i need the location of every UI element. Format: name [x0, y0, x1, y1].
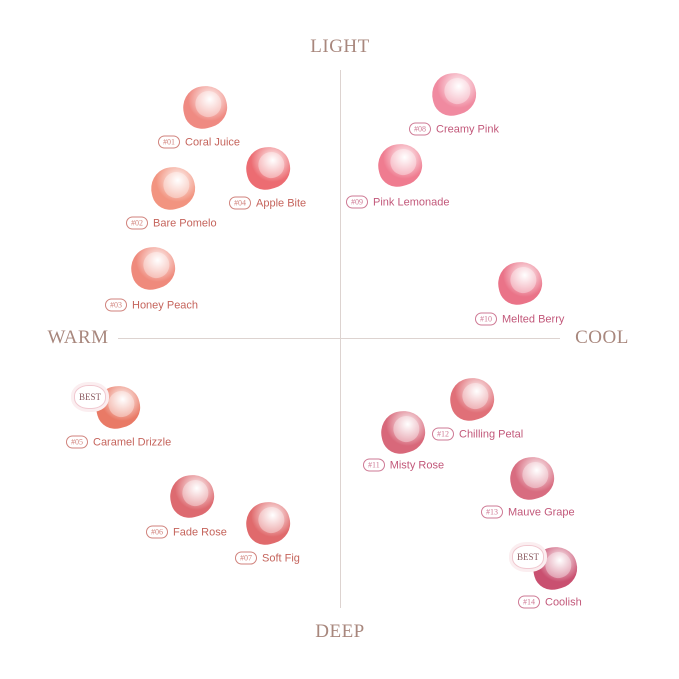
axis-label-cool: COOL — [575, 327, 629, 348]
swatch-11 — [376, 406, 430, 458]
shade-number: #11 — [363, 458, 385, 472]
shade-label: #05 Caramel Drizzle — [66, 435, 172, 449]
shade-name: Chilling Petal — [459, 428, 524, 440]
best-badge: BEST — [74, 385, 106, 409]
shade-label: #01 Coral Juice — [158, 135, 241, 149]
shade-name: Fade Rose — [173, 526, 227, 538]
swatch-01 — [178, 81, 232, 133]
shade-number: #02 — [126, 216, 148, 230]
shade-number: #05 — [66, 435, 88, 449]
axis-label-light: LIGHT — [310, 36, 370, 57]
swatch-08 — [427, 68, 481, 120]
shade-name: Coral Juice — [185, 136, 241, 148]
shade-number: #06 — [146, 525, 168, 539]
shade-number: #04 — [229, 196, 251, 210]
swatch-07 — [241, 497, 295, 549]
axis-label-deep: DEEP — [315, 621, 365, 642]
swatch-13 — [505, 452, 559, 504]
shade-label: #13 Mauve Grape — [481, 505, 575, 519]
shade-number: #10 — [475, 312, 497, 326]
best-badge: BEST — [512, 545, 544, 569]
swatch-09 — [373, 139, 427, 191]
shade-number: #03 — [105, 298, 127, 312]
shade-name: Pink Lemonade — [373, 196, 450, 208]
shade-label: #14 Coolish — [518, 595, 582, 609]
swatch-10 — [493, 257, 547, 309]
shade-number: #14 — [518, 595, 540, 609]
shade-label: #06 Fade Rose — [146, 525, 227, 539]
shade-number: #13 — [481, 505, 503, 519]
shade-name: Creamy Pink — [436, 123, 499, 135]
shade-name: Bare Pomelo — [153, 217, 217, 229]
swatch-06 — [165, 470, 219, 522]
shade-name: Caramel Drizzle — [93, 436, 172, 448]
shade-name: Mauve Grape — [508, 506, 575, 518]
shade-label: #11 Misty Rose — [363, 458, 445, 472]
shade-number: #09 — [346, 195, 368, 209]
shade-name: Apple Bite — [256, 197, 307, 209]
shade-label: #12 Chilling Petal — [432, 427, 524, 441]
shade-name: Soft Fig — [262, 552, 300, 564]
horizontal-axis — [118, 338, 560, 339]
shade-name: Misty Rose — [389, 459, 445, 471]
shade-number: #07 — [235, 551, 257, 565]
shade-number: #01 — [158, 135, 180, 149]
shade-name: Honey Peach — [132, 299, 199, 311]
shade-number: #08 — [409, 122, 431, 136]
vertical-axis — [340, 70, 341, 608]
shade-label: #02 Bare Pomelo — [126, 216, 217, 230]
swatch-12 — [445, 373, 499, 425]
swatch-03 — [126, 242, 180, 294]
swatch-02 — [146, 162, 200, 214]
shade-name: Melted Berry — [502, 313, 565, 325]
shade-name: Coolish — [545, 596, 582, 608]
swatch-04 — [241, 142, 295, 194]
shade-label: #07 Soft Fig — [235, 551, 300, 565]
shade-number: #12 — [432, 427, 454, 441]
axis-label-warm: WARM — [47, 327, 109, 348]
shade-label: #03 Honey Peach — [105, 298, 199, 312]
shade-label: #10 Melted Berry — [475, 312, 565, 326]
shade-label: #04 Apple Bite — [229, 196, 307, 210]
shade-label: #08 Creamy Pink — [409, 122, 499, 136]
shade-label: #09 Pink Lemonade — [346, 195, 450, 209]
